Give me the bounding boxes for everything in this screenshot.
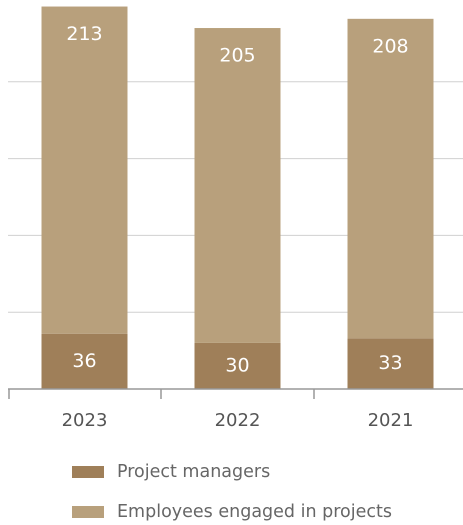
bar-segment — [194, 342, 281, 389]
legend-label: Employees engaged in projects — [117, 502, 392, 522]
data-label: 213 — [66, 23, 102, 45]
bar-segment — [347, 338, 434, 389]
bar-segment — [41, 333, 128, 389]
data-label: 208 — [372, 35, 408, 57]
legend-label: Project managers — [117, 462, 270, 482]
x-tick-label: 2023 — [62, 410, 108, 431]
bar-segment — [347, 18, 434, 339]
legend-swatch — [72, 506, 104, 518]
legend-swatch — [72, 466, 104, 478]
x-tick-label: 2021 — [368, 410, 414, 431]
data-label: 33 — [378, 352, 402, 374]
data-label: 30 — [225, 354, 249, 376]
data-label: 36 — [72, 350, 96, 372]
data-label: 205 — [219, 45, 255, 67]
x-tick-label: 2022 — [215, 410, 261, 431]
bar-segment — [41, 6, 128, 334]
bar-segment — [194, 28, 281, 343]
